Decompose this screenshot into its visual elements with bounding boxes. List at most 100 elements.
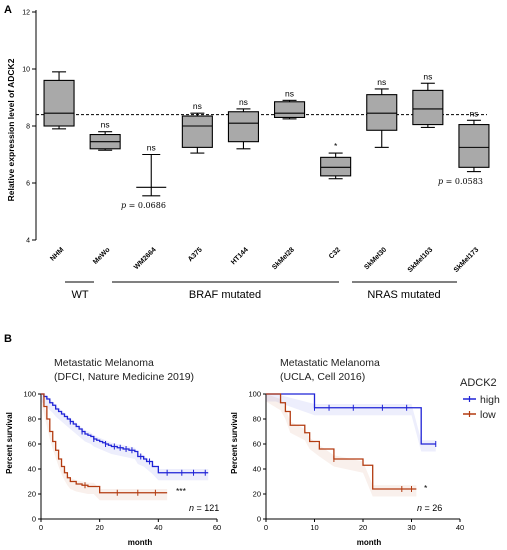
category-label: SkMel30 bbox=[363, 246, 388, 271]
box-skmel103: ns bbox=[412, 71, 444, 128]
box-iqr bbox=[412, 89, 444, 126]
category-label: WM2664 bbox=[133, 246, 158, 271]
km-x-tick-label: 60 bbox=[213, 523, 221, 532]
group-label-wt: WT bbox=[71, 289, 88, 301]
box-significance: ns bbox=[147, 143, 156, 153]
category-label: C32 bbox=[328, 246, 342, 260]
p-annotation-skmel173: p = 0.0583 bbox=[438, 177, 483, 186]
box-mewo: ns bbox=[89, 120, 121, 151]
box-y-axis: 4 6 8 10 12 bbox=[22, 10, 37, 245]
box-nhm bbox=[43, 71, 75, 130]
km-x-tick-label: 0 bbox=[39, 523, 43, 532]
km-y-tick-label: 60 bbox=[28, 440, 36, 449]
km1-title-line1: Metastatic Melanoma bbox=[54, 357, 154, 369]
km-y-tick-label: 20 bbox=[28, 490, 36, 499]
km-y-tick-label: 0 bbox=[32, 515, 36, 524]
box-ht144: ns bbox=[227, 97, 259, 150]
group-label-braf: BRAF mutated bbox=[189, 289, 261, 301]
km2-title-line1: Metastatic Melanoma bbox=[280, 357, 380, 369]
km1-x-axis-title: month bbox=[128, 538, 153, 547]
box-a375: ns bbox=[181, 101, 213, 154]
group-label-nras: NRAS mutated bbox=[367, 289, 440, 301]
legend-title: ADCK2 bbox=[460, 377, 497, 389]
category-label: SkMel28 bbox=[271, 246, 296, 271]
km2-y-axis-title: Percent survival bbox=[230, 412, 239, 474]
box-iqr bbox=[43, 79, 75, 127]
box-wm2664: ns bbox=[136, 143, 167, 197]
category-label: SkMel173 bbox=[453, 246, 481, 274]
km-curve-high bbox=[266, 393, 436, 445]
km2-significance: * bbox=[424, 483, 428, 493]
box-skmel173: ns bbox=[458, 108, 490, 173]
box-iqr bbox=[366, 94, 398, 131]
km-curve-low bbox=[266, 393, 417, 490]
box-y-axis-title: Relative expression level of ADCK2 bbox=[6, 58, 16, 201]
km-x-tick-label: 20 bbox=[359, 523, 367, 532]
panel-a-label: A bbox=[4, 4, 12, 16]
km-band-low bbox=[41, 394, 168, 501]
box-significance: ns bbox=[377, 77, 386, 87]
km-curve-high bbox=[41, 393, 209, 474]
box-skmel30: ns bbox=[366, 77, 398, 148]
km-x-tick-label: 20 bbox=[95, 523, 103, 532]
km-y-tick-label: 40 bbox=[28, 465, 36, 474]
box-y-tick-label: 4 bbox=[26, 238, 30, 245]
category-label: NHM bbox=[49, 246, 65, 262]
box-iqr bbox=[181, 115, 213, 148]
km1-y-axis-title: Percent survival bbox=[5, 412, 14, 474]
box-y-tick-label: 6 bbox=[26, 181, 30, 188]
km-y-tick-label: 0 bbox=[257, 515, 261, 524]
km2-x-axis-title: month bbox=[357, 538, 382, 547]
box-skmel28: ns bbox=[273, 88, 306, 120]
box-iqr bbox=[273, 101, 306, 119]
box-significance: ns bbox=[101, 120, 110, 130]
box-category-labels: NHM MeWo WM2664 A375 HT144 SkMel28 C32 SkMel30 S… bbox=[49, 246, 480, 274]
box-significance: ns bbox=[469, 108, 478, 118]
legend-label-high: high bbox=[480, 394, 500, 406]
km-x-tick-label: 10 bbox=[310, 523, 318, 532]
km-curve-low bbox=[41, 393, 168, 494]
box-y-tick-label: 10 bbox=[22, 67, 30, 74]
legend-item-high: high bbox=[463, 394, 500, 406]
box-iqr bbox=[320, 156, 352, 177]
box-y-tick-label: 12 bbox=[22, 10, 30, 17]
panel-b-label: B bbox=[4, 333, 12, 345]
km-y-tick-label: 20 bbox=[253, 490, 261, 499]
legend-item-low: low bbox=[463, 409, 496, 421]
km-y-tick-label: 80 bbox=[253, 415, 261, 424]
km1-plot: 0 20 40 60 80 100 0 20 40 60 bbox=[23, 390, 221, 533]
box-iqr bbox=[458, 124, 490, 168]
p-annotation-wm2664: p = 0.0686 bbox=[121, 201, 166, 210]
km-y-tick-label: 40 bbox=[253, 465, 261, 474]
category-label: A375 bbox=[187, 246, 204, 263]
km-y-tick-label: 100 bbox=[248, 390, 261, 399]
km2-title-line2: (UCLA, Cell 2016) bbox=[280, 371, 365, 383]
km-x-tick-label: 40 bbox=[456, 523, 464, 532]
km-band-high bbox=[41, 394, 209, 481]
box-significance: ns bbox=[285, 88, 294, 98]
category-label: MeWo bbox=[92, 246, 111, 265]
km2-n-label: n = 26 bbox=[417, 503, 442, 513]
box-significance: * bbox=[334, 141, 338, 151]
box-significance: ns bbox=[423, 71, 432, 81]
category-label: HT144 bbox=[230, 246, 250, 266]
km-x-tick-label: 0 bbox=[264, 523, 268, 532]
box-plot-area: ns ns ns ns ns * ns ns ns bbox=[36, 71, 490, 197]
box-significance: ns bbox=[239, 97, 248, 107]
box-iqr bbox=[227, 111, 259, 143]
km1-significance: *** bbox=[176, 486, 187, 496]
km-y-tick-label: 80 bbox=[28, 415, 36, 424]
km1-title-line2: (DFCI, Nature Medicine 2019) bbox=[54, 371, 194, 383]
box-c32: * bbox=[320, 141, 352, 180]
km2-plot: 0 20 40 60 80 100 0 10 20 30 40 bbox=[248, 390, 464, 533]
legend-label-low: low bbox=[480, 409, 496, 421]
km-x-tick-label: 40 bbox=[154, 523, 162, 532]
box-significance: ns bbox=[193, 101, 202, 111]
km-x-tick-label: 30 bbox=[407, 523, 415, 532]
km1-n-label: n = 121 bbox=[189, 503, 219, 513]
km-y-tick-label: 100 bbox=[23, 390, 36, 399]
box-y-tick-label: 8 bbox=[26, 124, 30, 131]
category-label: SkMel103 bbox=[407, 246, 435, 274]
km-y-tick-label: 60 bbox=[253, 440, 261, 449]
